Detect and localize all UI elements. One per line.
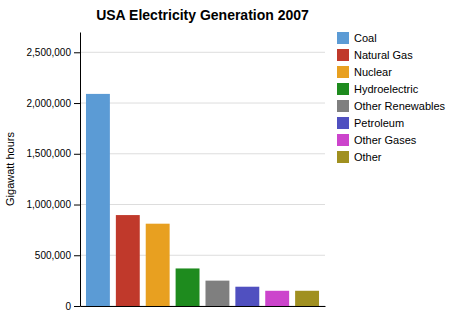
legend-label: Nuclear: [354, 66, 392, 78]
y-tick-mark: [74, 154, 80, 155]
legend-label: Hydroelectric: [354, 83, 419, 95]
legend-item: Natural Gas: [337, 49, 413, 61]
y-tick-mark: [74, 306, 80, 307]
y-tick-label: 2,000,000: [27, 98, 72, 109]
bar: [205, 281, 229, 306]
y-tick-mark: [74, 103, 80, 104]
x-axis-line: [81, 306, 326, 307]
legend-swatch: [337, 49, 349, 61]
y-axis-title: Gigawatt hours: [4, 132, 16, 206]
legend-item: Hydroelectric: [337, 83, 419, 95]
legend-swatch: [337, 134, 349, 146]
y-tick-label: 500,000: [35, 250, 72, 261]
legend: Coal Natural Gas Nuclear Hydroelectric Other…: [337, 32, 446, 163]
legend-swatch: [337, 83, 349, 95]
legend-swatch: [337, 151, 349, 163]
bar: [176, 268, 200, 306]
legend-item: Petroleum: [337, 117, 404, 129]
legend-label: Other Renewables: [354, 100, 446, 112]
y-axis: 0 500,000 1,000,000 1,500,000 2,000,000 2,500…: [27, 33, 81, 312]
legend-item: Coal: [337, 32, 377, 44]
y-tick: 0: [65, 301, 80, 312]
grid-line: [80, 153, 325, 154]
grid-line: [80, 52, 325, 53]
y-tick: 1,000,000: [27, 199, 81, 210]
bar: [295, 291, 319, 306]
bars: [86, 94, 319, 306]
legend-swatch: [337, 100, 349, 112]
bar: [235, 287, 259, 306]
y-tick-label: 0: [65, 301, 71, 312]
chart: 0 500,000 1,000,000 1,500,000 2,000,000 2,500…: [0, 0, 450, 320]
x-axis: [81, 306, 326, 307]
legend-label: Natural Gas: [354, 49, 413, 61]
y-tick-label: 1,500,000: [27, 148, 72, 159]
legend-label: Other: [354, 151, 382, 163]
legend-swatch: [337, 117, 349, 129]
bar: [116, 215, 140, 306]
y-tick-label: 2,500,000: [27, 47, 72, 58]
y-tick-mark: [74, 255, 80, 256]
title: USA Electricity Generation 2007: [96, 7, 309, 23]
y-tick: 2,500,000: [27, 47, 81, 58]
legend-item: Other: [337, 151, 382, 163]
legend-label: Other Gases: [354, 134, 417, 146]
y-tick-mark: [74, 52, 80, 53]
y-axis-line: [80, 33, 81, 307]
legend-item: Other Renewables: [337, 100, 446, 112]
bar: [146, 224, 170, 306]
plot: 0 500,000 1,000,000 1,500,000 2,000,000 2,500…: [27, 33, 326, 312]
y-tick: 500,000: [35, 250, 80, 261]
y-tick-label: 1,000,000: [27, 199, 72, 210]
legend-label: Coal: [354, 32, 377, 44]
legend-item: Nuclear: [337, 66, 392, 78]
grid-line: [80, 103, 325, 104]
grid-line: [80, 204, 325, 205]
bar: [86, 94, 110, 306]
y-tick-mark: [74, 205, 80, 206]
legend-label: Petroleum: [354, 117, 404, 129]
y-tick: 1,500,000: [27, 148, 81, 159]
legend-item: Other Gases: [337, 134, 417, 146]
y-tick: 2,000,000: [27, 98, 81, 109]
legend-swatch: [337, 32, 349, 44]
bar: [265, 291, 289, 306]
legend-swatch: [337, 66, 349, 78]
grid: [80, 52, 325, 306]
